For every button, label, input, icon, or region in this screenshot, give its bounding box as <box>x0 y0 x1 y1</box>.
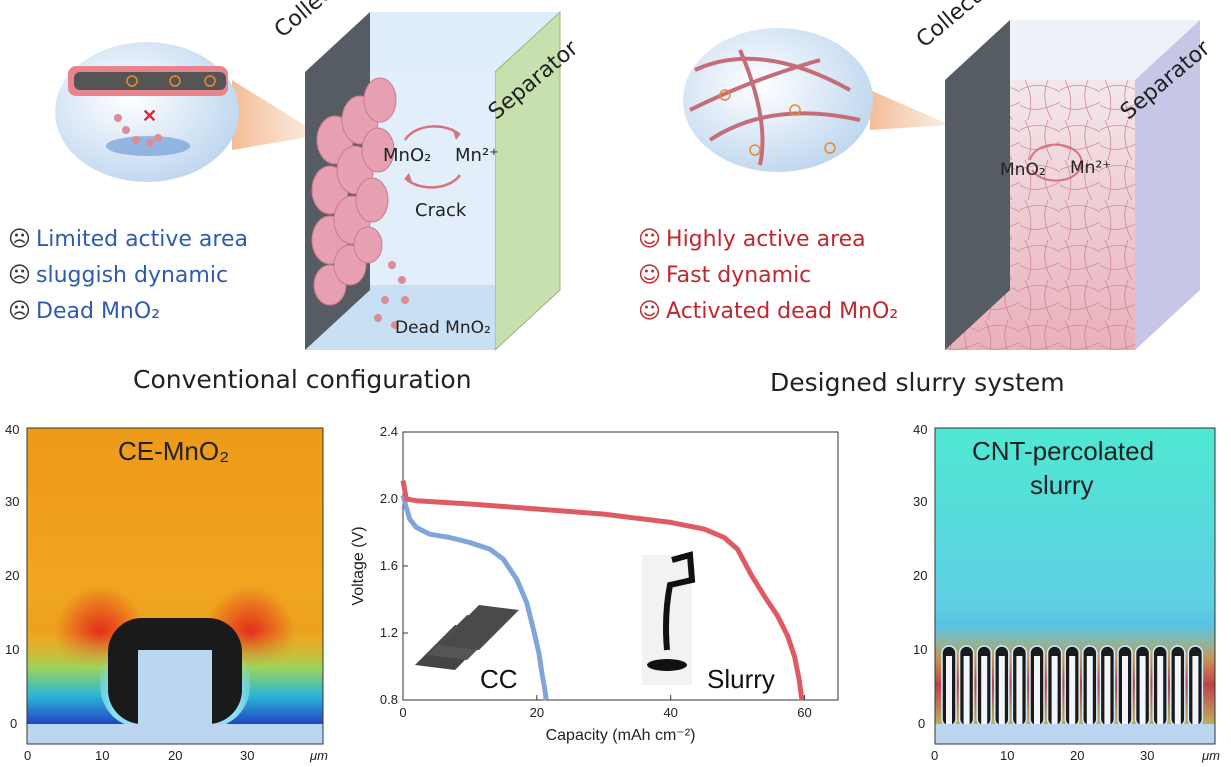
smile-face-icon: ☺ <box>638 299 661 324</box>
x-tick: 0 <box>24 748 31 763</box>
cnt-finger-core <box>1192 656 1199 726</box>
conventional-points: ☹ Limited active area ☹ sluggish dynamic… <box>8 222 248 330</box>
annotation-cc: CC <box>480 664 518 694</box>
x-tick-label: 20 <box>530 705 544 720</box>
y-tick: 20 <box>5 568 19 583</box>
separator-face <box>495 12 560 350</box>
heatmap-title-left: CE-MnO₂ <box>118 436 229 466</box>
unit-label: μm <box>1201 748 1220 763</box>
blocked-x-icon: ✕ <box>142 106 157 126</box>
zoom-beam <box>232 80 320 150</box>
fiber-core <box>74 72 226 90</box>
cnt-finger-core <box>1086 656 1093 726</box>
cnt-finger-core <box>963 656 970 726</box>
substrate-block <box>138 650 212 724</box>
sad-face-icon: ☹ <box>8 299 31 324</box>
y-tick-label: 1.6 <box>380 558 398 573</box>
substrate-right <box>935 724 1215 744</box>
x-tick: 30 <box>1140 748 1154 763</box>
slurry-illustration <box>683 20 1200 350</box>
mn-label-right: Mn²⁺ <box>1070 158 1112 178</box>
point-fast-dynamic: ☺ Fast dynamic <box>638 263 812 288</box>
x-tick-label: 0 <box>399 705 406 720</box>
cnt-finger-core <box>1174 656 1181 726</box>
slurry-pour-icon <box>642 551 696 685</box>
series-line-cc <box>400 494 549 701</box>
cc-chips-icon <box>415 605 519 670</box>
x-tick: 30 <box>240 748 254 763</box>
cnt-finger-core <box>998 656 1005 726</box>
y-tick: 40 <box>913 422 927 437</box>
mn-label-left: Mn²⁺ <box>455 145 499 166</box>
x-tick: 20 <box>1070 748 1084 763</box>
y-tick: 40 <box>5 422 19 437</box>
y-tick-label: 2.4 <box>380 424 398 439</box>
x-axis-label: Capacity (mAh cm⁻²) <box>546 727 696 744</box>
y-tick: 0 <box>918 716 925 731</box>
y-tick: 20 <box>913 568 927 583</box>
y-tick: 30 <box>913 494 927 509</box>
cnt-finger-core <box>1069 656 1076 726</box>
x-tick: 0 <box>931 748 938 763</box>
x-tick-label: 40 <box>663 705 677 720</box>
x-tick: 10 <box>95 748 109 763</box>
y-tick: 0 <box>10 716 17 731</box>
heatmap-title-right-1: CNT-percolated <box>972 436 1154 466</box>
slurry-caption: Designed slurry system <box>770 368 1065 397</box>
cnt-finger-core <box>1034 656 1040 726</box>
sad-face-icon: ☹ <box>8 263 31 288</box>
smile-face-icon: ☺ <box>638 227 661 252</box>
point-activated: ☺ Activated dead MnO₂ <box>638 299 899 324</box>
y-tick-label: 1.2 <box>380 625 398 640</box>
x-tick: 10 <box>1000 748 1014 763</box>
cnt-finger-core <box>1157 656 1164 726</box>
conventional-illustration: ✕ <box>55 10 561 352</box>
mno2-mesh <box>311 77 397 306</box>
heatmap-ce-mno2: 0 10 20 30 40 0 10 20 30 μm CE-MnO₂ <box>5 422 328 763</box>
conventional-caption: Conventional configuration <box>133 365 472 394</box>
plot-frame <box>402 431 839 701</box>
y-tick: 30 <box>5 494 19 509</box>
cnt-finger-core <box>1016 656 1023 726</box>
mno2-label-right: MnO₂ <box>1000 160 1046 180</box>
x-tick-label: 60 <box>797 705 811 720</box>
mno2-label-left: MnO₂ <box>383 145 432 166</box>
cnt-finger-core <box>981 656 988 726</box>
point-active-area: ☺ Highly active area <box>638 227 866 252</box>
substrate <box>27 724 323 744</box>
annotation-slurry: Slurry <box>707 664 775 694</box>
y-tick: 10 <box>5 642 19 657</box>
collector-plate-right <box>945 20 1010 350</box>
heatmap-cnt-slurry: 0 10 20 30 40 0 10 20 30 μm CNT-percolat… <box>913 422 1220 763</box>
series-line-slurry <box>400 480 805 701</box>
cnt-finger-core <box>1104 656 1111 726</box>
smile-face-icon: ☺ <box>638 263 661 288</box>
separator-face-right <box>1135 20 1200 350</box>
dead-mno2-label: Dead MnO₂ <box>395 318 491 338</box>
y-tick-label: 0.8 <box>380 692 398 707</box>
cnt-finger-core <box>1051 656 1058 726</box>
y-tick: 10 <box>913 642 927 657</box>
point-sluggish: ☹ sluggish dynamic <box>8 263 229 288</box>
sad-face-icon: ☹ <box>8 227 31 252</box>
cnt-finger-core <box>1122 656 1128 726</box>
cnt-fibers <box>689 49 861 166</box>
point-limited-area: ☹ Limited active area <box>8 227 248 252</box>
point-dead-mno2: ☹ Dead MnO₂ <box>8 299 161 324</box>
cnt-fingers <box>941 645 1204 727</box>
crack-label: Crack <box>415 200 467 221</box>
cnt-finger-core <box>1139 656 1146 726</box>
cnt-finger-core <box>946 656 952 726</box>
slurry-points: ☺ Highly active area ☺ Fast dynamic ☺ Ac… <box>638 222 898 330</box>
zoom-bubble-right <box>683 28 873 172</box>
unit-label: μm <box>309 748 328 763</box>
voltage-chart: 0 20 40 60 0.8 1.2 1.6 2.0 2.4 Capacity (mAh cm⁻²… <box>350 424 839 744</box>
x-tick: 20 <box>168 748 182 763</box>
y-tick-label: 2.0 <box>380 491 398 506</box>
y-axis-label: Voltage (V) <box>350 526 367 605</box>
heatmap-title-right-2: slurry <box>1030 470 1094 500</box>
